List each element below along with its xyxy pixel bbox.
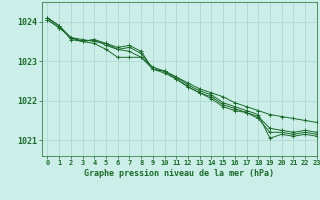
X-axis label: Graphe pression niveau de la mer (hPa): Graphe pression niveau de la mer (hPa) [84, 169, 274, 178]
